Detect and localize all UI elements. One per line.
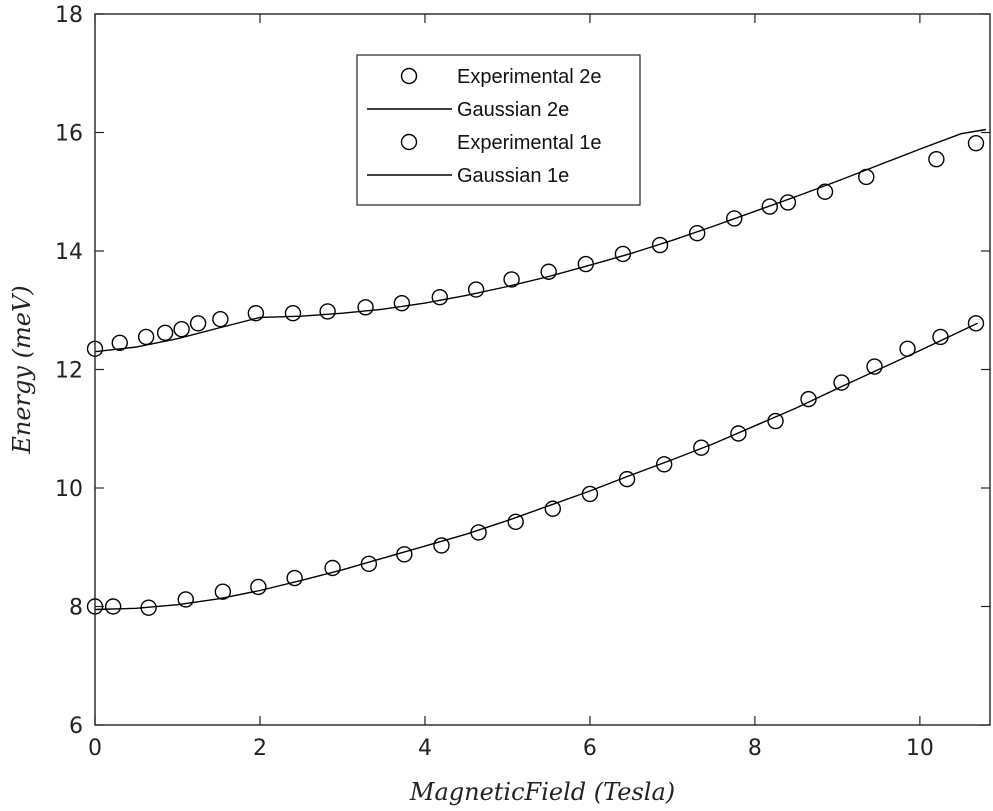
axes-layer: 0 2 4 6 8 10 6 8 10 12 14 16 18: [55, 3, 991, 761]
data-point: [688, 225, 706, 242]
legend-label: Experimental 1e: [457, 132, 602, 154]
legend-marker-swatch: [400, 133, 418, 151]
data-point: [324, 559, 341, 577]
data-point: [284, 305, 302, 322]
data-point: [767, 412, 784, 430]
series-line-1: [94, 128, 987, 353]
data-point: [540, 263, 557, 280]
data-point: [816, 183, 834, 200]
x-tick-label: 0: [88, 736, 102, 761]
series-line-3: [94, 322, 978, 611]
data-point: [693, 439, 710, 456]
data-point: [173, 321, 190, 338]
y-tick-label: 12: [55, 359, 83, 384]
data-point: [111, 334, 128, 352]
data-point: [433, 537, 450, 554]
series-layer: [86, 128, 987, 616]
y-tick-label: 16: [55, 122, 83, 147]
data-point: [651, 236, 669, 254]
x-tick-label: 8: [748, 736, 762, 761]
y-tick-label: 10: [55, 477, 83, 502]
x-tick-label: 4: [418, 736, 432, 761]
data-point: [156, 324, 174, 341]
data-point: [189, 315, 207, 332]
y-tick-label: 14: [55, 240, 83, 265]
data-point: [503, 271, 520, 288]
data-point: [544, 500, 562, 517]
data-point: [866, 358, 883, 375]
data-point: [250, 578, 267, 596]
data-point: [507, 513, 524, 530]
legend-label: Gaussian 2e: [457, 99, 569, 121]
legend: Experimental 2e Gaussian 2e Experimental 1…: [356, 54, 641, 206]
data-point: [286, 569, 303, 587]
data-point: [104, 598, 122, 615]
data-point: [467, 281, 485, 298]
data-point: [761, 198, 778, 215]
legend-box: [356, 54, 641, 206]
data-point: [214, 583, 232, 600]
data-point: [212, 310, 229, 328]
x-tick-label: 6: [583, 736, 597, 761]
data-point: [967, 134, 985, 152]
legend-marker-swatch: [400, 67, 418, 85]
data-point: [319, 303, 336, 320]
y-axis-label: Energy (meV): [8, 285, 36, 454]
legend-label: Gaussian 1e: [457, 165, 569, 187]
legend-label: Experimental 2e: [457, 66, 602, 88]
data-point: [655, 456, 673, 473]
data-point: [967, 315, 985, 332]
x-tick-label: 10: [906, 736, 934, 761]
data-point: [431, 289, 449, 306]
data-point: [177, 591, 194, 608]
data-point: [726, 210, 743, 227]
y-tick-label: 18: [55, 3, 83, 28]
x-axis-label: MagneticField (Tesla): [409, 778, 675, 806]
y-tick-label: 6: [69, 714, 83, 739]
data-point: [247, 305, 265, 322]
data-point: [730, 425, 747, 442]
data-point: [357, 299, 374, 316]
y-tick-label: 8: [69, 596, 83, 621]
data-point: [928, 150, 945, 168]
data-point: [393, 294, 411, 312]
x-tick-label: 2: [253, 736, 267, 761]
